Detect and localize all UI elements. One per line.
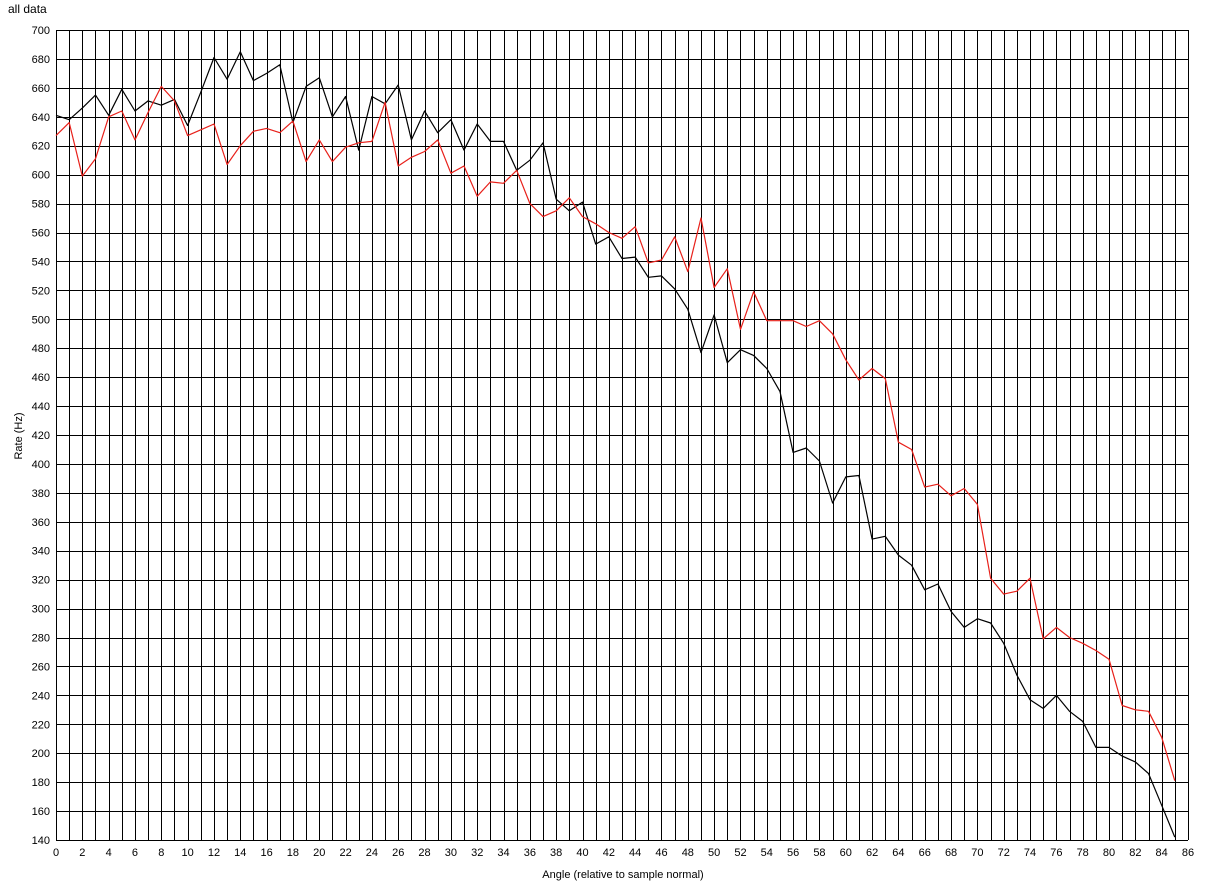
y-tick-label: 180	[32, 777, 50, 789]
x-tick-label: 76	[1050, 847, 1062, 859]
x-tick-label: 56	[787, 847, 799, 859]
x-tick-label: 62	[866, 847, 878, 859]
x-tick-label: 24	[366, 847, 378, 859]
x-tick-label: 30	[445, 847, 457, 859]
x-tick-label: 14	[234, 847, 246, 859]
y-tick-label: 240	[32, 690, 50, 702]
x-tick-label: 68	[945, 847, 957, 859]
x-tick-label: 80	[1103, 847, 1115, 859]
x-tick-label: 64	[892, 847, 904, 859]
x-tick-label: 22	[339, 847, 351, 859]
x-tick-label: 16	[260, 847, 272, 859]
y-tick-label: 340	[32, 546, 50, 558]
y-tick-label: 540	[32, 256, 50, 268]
y-tick-label: 300	[32, 604, 50, 616]
x-tick-label: 50	[708, 847, 720, 859]
y-tick-label: 460	[32, 372, 50, 384]
y-tick-label: 140	[32, 835, 50, 847]
x-tick-label: 70	[971, 847, 983, 859]
y-tick-label: 200	[32, 748, 50, 760]
x-tick-label: 4	[106, 847, 112, 859]
y-tick-label: 220	[32, 719, 50, 731]
y-tick-label: 660	[32, 83, 50, 95]
chart-grid	[56, 30, 1189, 841]
tick-labels: 1401601802002202402602803003203403603804…	[32, 25, 1194, 859]
x-tick-label: 12	[208, 847, 220, 859]
x-tick-label: 8	[158, 847, 164, 859]
chart-title: all data	[8, 2, 47, 16]
y-tick-label: 160	[32, 806, 50, 818]
x-tick-label: 26	[392, 847, 404, 859]
x-tick-label: 86	[1182, 847, 1194, 859]
y-tick-label: 420	[32, 430, 50, 442]
series-layer	[55, 51, 1176, 838]
x-tick-label: 10	[182, 847, 194, 859]
x-tick-label: 74	[1024, 847, 1036, 859]
x-tick-label: 18	[287, 847, 299, 859]
x-tick-label: 66	[919, 847, 931, 859]
x-axis-label: Angle (relative to sample normal)	[542, 869, 703, 881]
series-line-2	[55, 85, 1176, 781]
x-tick-label: 32	[471, 847, 483, 859]
y-tick-label: 600	[32, 170, 50, 182]
y-tick-label: 400	[32, 459, 50, 471]
x-tick-label: 2	[79, 847, 85, 859]
x-tick-label: 52	[734, 847, 746, 859]
y-tick-label: 640	[32, 112, 50, 124]
y-tick-label: 320	[32, 575, 50, 587]
y-tick-label: 680	[32, 54, 50, 66]
y-tick-label: 580	[32, 199, 50, 211]
x-tick-label: 20	[313, 847, 325, 859]
y-tick-label: 620	[32, 141, 50, 153]
x-tick-label: 58	[813, 847, 825, 859]
y-tick-label: 440	[32, 401, 50, 413]
series-line-1	[55, 51, 1176, 838]
y-tick-label: 380	[32, 488, 50, 500]
x-tick-label: 0	[53, 847, 59, 859]
x-tick-label: 28	[418, 847, 430, 859]
x-tick-label: 36	[524, 847, 536, 859]
x-tick-label: 38	[550, 847, 562, 859]
x-tick-label: 42	[603, 847, 615, 859]
y-tick-label: 560	[32, 228, 50, 240]
x-tick-label: 46	[655, 847, 667, 859]
y-axis-label: Rate (Hz)	[13, 412, 25, 459]
x-tick-label: 40	[576, 847, 588, 859]
y-tick-label: 280	[32, 633, 50, 645]
x-tick-label: 34	[497, 847, 509, 859]
x-tick-label: 84	[1156, 847, 1168, 859]
y-tick-label: 260	[32, 661, 50, 673]
x-tick-label: 44	[629, 847, 641, 859]
x-tick-label: 78	[1077, 847, 1089, 859]
y-tick-label: 480	[32, 343, 50, 355]
x-tick-label: 54	[761, 847, 773, 859]
x-tick-label: 60	[840, 847, 852, 859]
y-tick-label: 520	[32, 285, 50, 297]
x-tick-label: 6	[132, 847, 138, 859]
x-tick-label: 82	[1129, 847, 1141, 859]
x-tick-label: 48	[682, 847, 694, 859]
y-tick-label: 360	[32, 517, 50, 529]
y-tick-label: 700	[32, 25, 50, 37]
y-tick-label: 500	[32, 314, 50, 326]
x-tick-label: 72	[998, 847, 1010, 859]
